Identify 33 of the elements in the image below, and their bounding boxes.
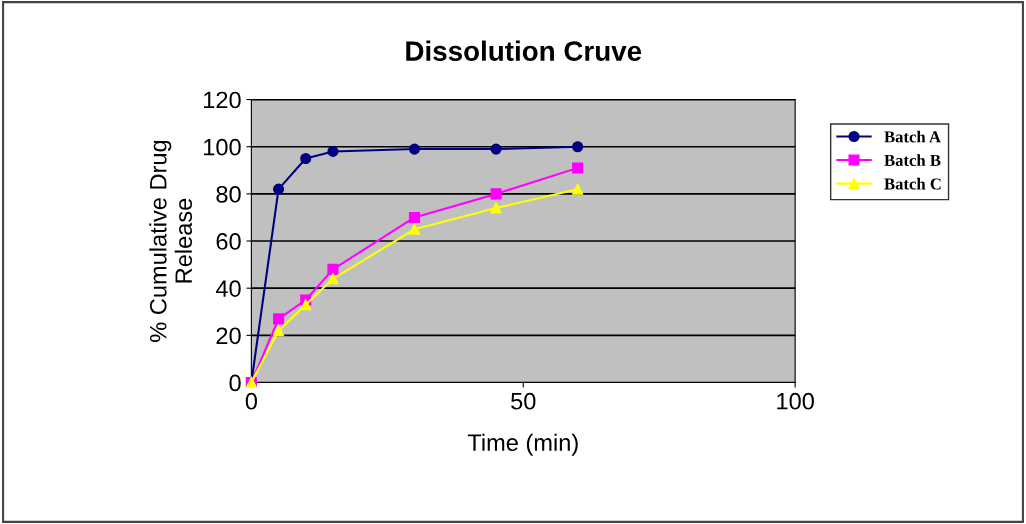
y-tick-label: 60 [216, 233, 241, 250]
point [572, 183, 584, 195]
y-axis-title: % Cumulative Drug Release [149, 140, 193, 342]
legend-label: Batch C [884, 177, 941, 190]
y-tick-label: 120 [204, 91, 241, 109]
y-tick-label: 20 [216, 327, 241, 345]
x-axis-title: Time (min) [467, 433, 578, 456]
chart-title: Dissolution Cruve [406, 40, 642, 61]
y-tick-label: 0 [229, 374, 241, 392]
point [273, 313, 285, 325]
point [273, 325, 285, 337]
x-tick-label: 0 [245, 392, 258, 410]
point [300, 152, 312, 165]
point [572, 141, 584, 153]
point [408, 223, 421, 235]
point [327, 273, 339, 285]
x-tick-label: 50 [511, 392, 536, 410]
point [408, 211, 421, 224]
point [273, 183, 285, 195]
x-tick-label: 100 [777, 392, 814, 410]
point [327, 263, 339, 275]
y-tick-label: 40 [215, 280, 241, 297]
y-tick-label: 100 [204, 138, 241, 156]
point [408, 143, 421, 155]
point [490, 188, 502, 200]
point [490, 143, 502, 155]
legend-label: Batch A [884, 130, 941, 143]
point [572, 162, 584, 174]
y-tick-label: 80 [216, 185, 241, 203]
point [490, 202, 502, 214]
point [327, 145, 339, 157]
point [300, 299, 312, 311]
legend-label: Batch B [884, 154, 941, 167]
